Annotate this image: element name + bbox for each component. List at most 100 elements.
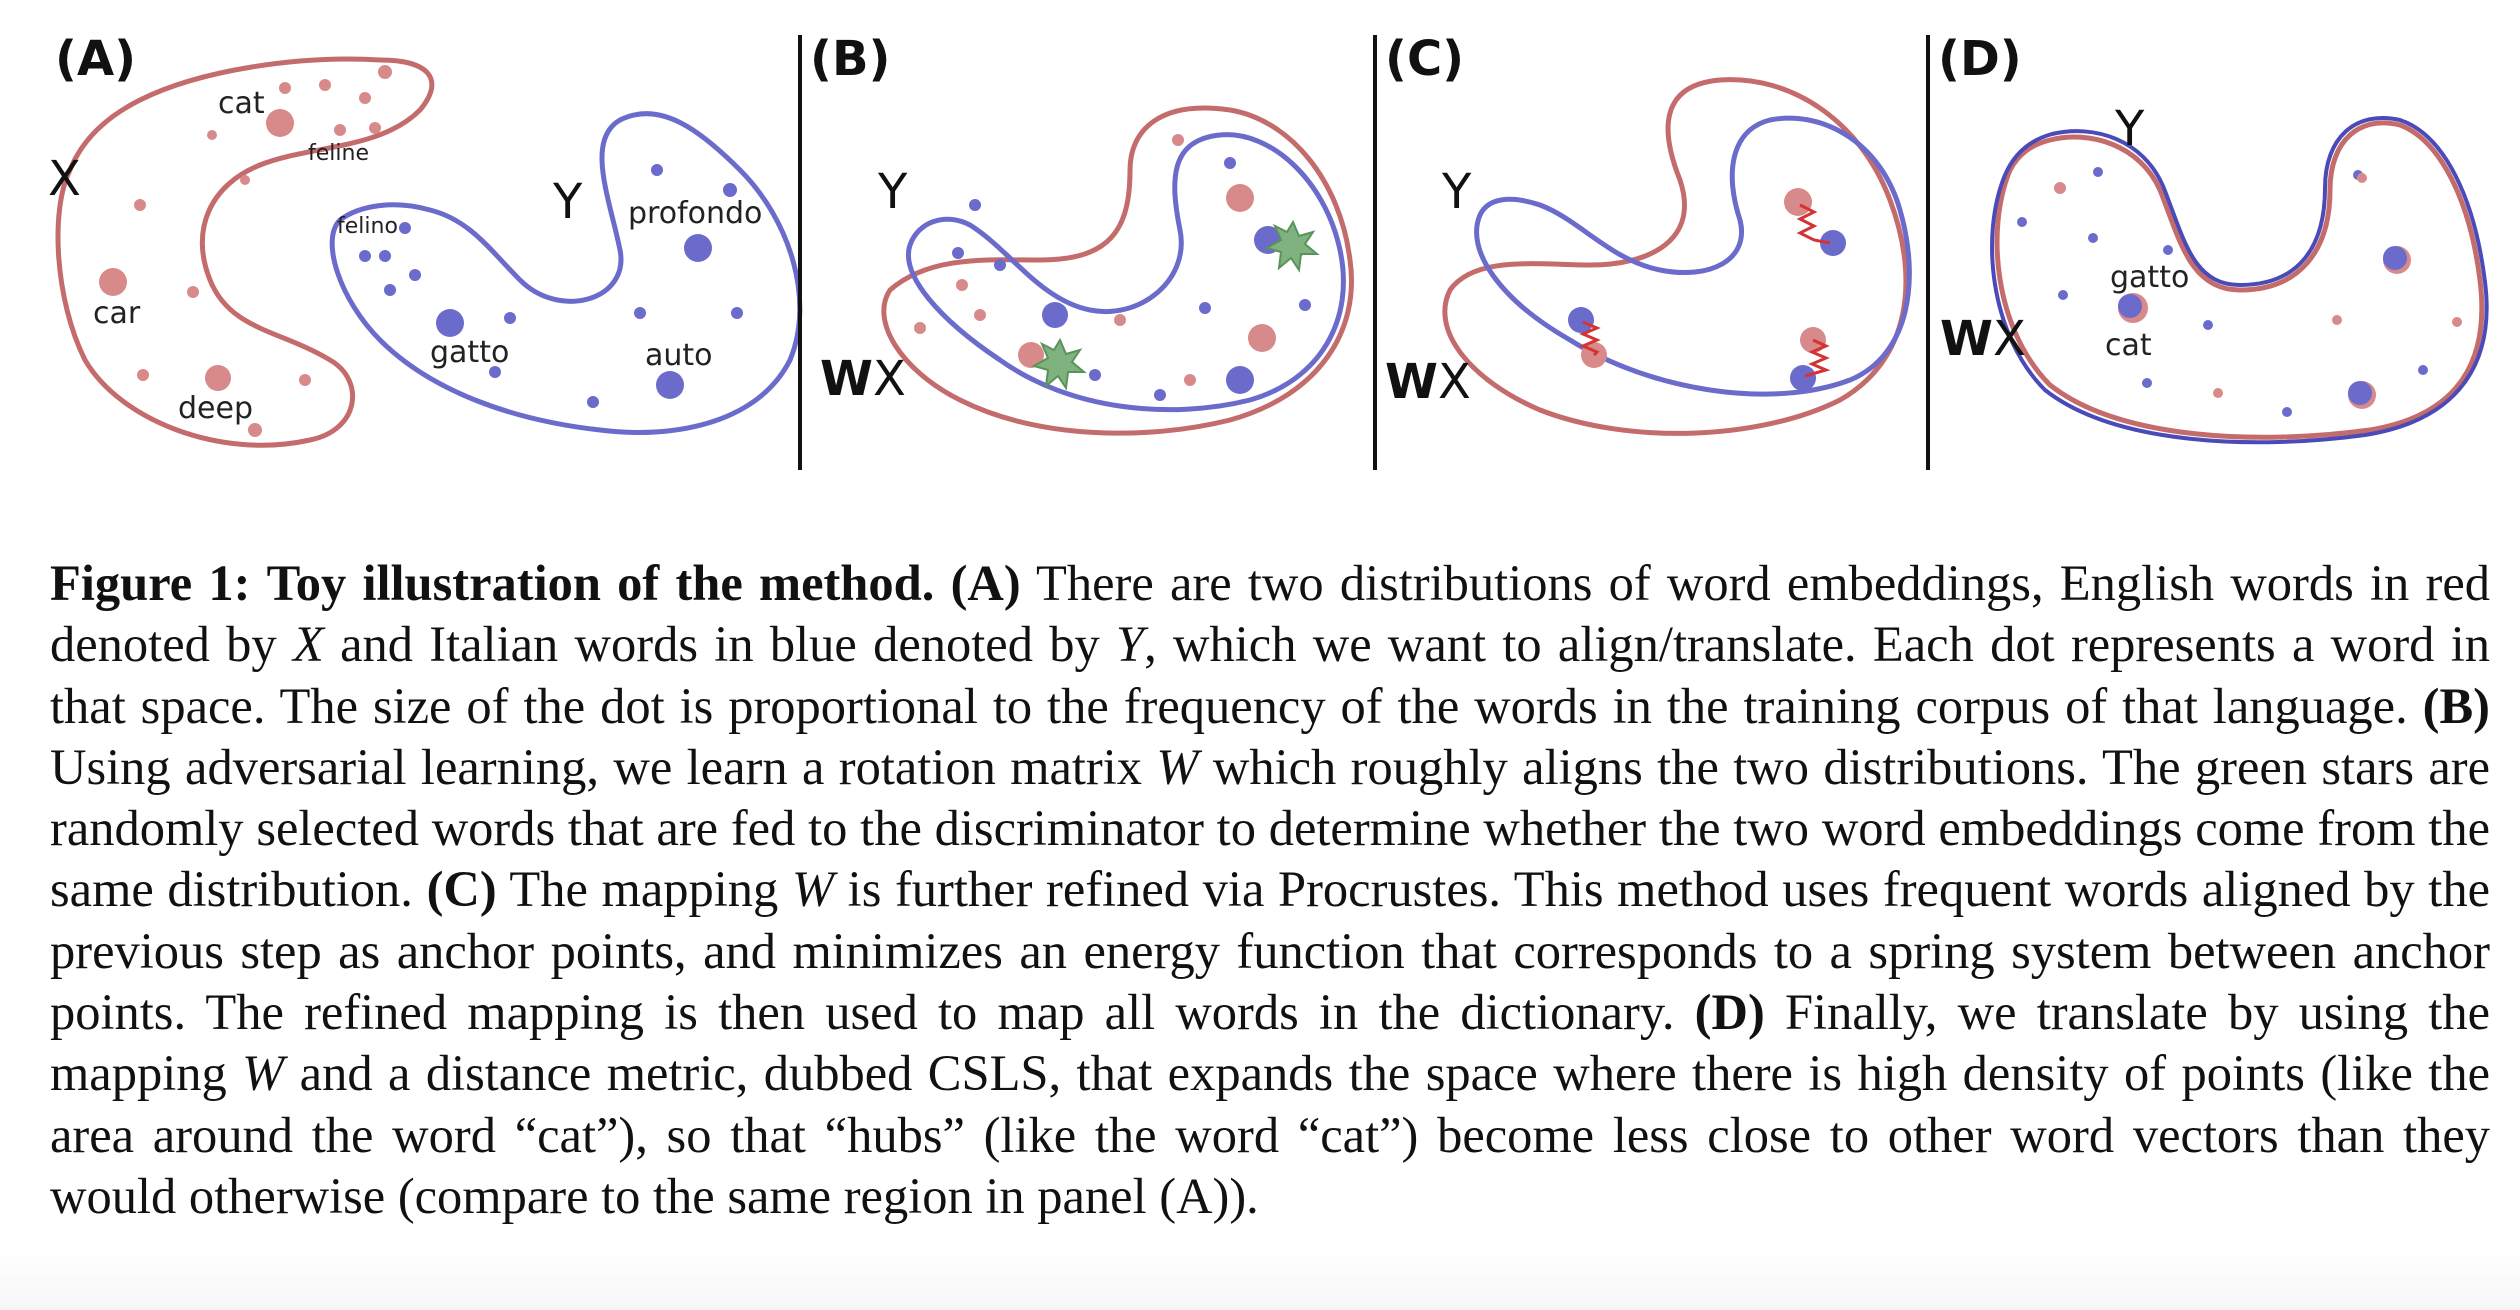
- word-label-car: car: [93, 296, 141, 331]
- word-dot: [731, 307, 743, 319]
- word-dot: [137, 369, 149, 381]
- word-dot: [1114, 314, 1126, 326]
- word-dot: [684, 234, 712, 262]
- word-dot: [2213, 388, 2223, 398]
- word-dot: [266, 109, 294, 137]
- word-dot: [504, 312, 516, 324]
- word-dot: [994, 259, 1006, 271]
- panel-d-x: X: [1993, 311, 2026, 367]
- caption-text: Using adversarial learning, we learn a r…: [50, 738, 1157, 795]
- word-dot: [436, 309, 464, 337]
- panel-a-italian-region: [329, 111, 803, 435]
- panel-c-italian-dots: [1568, 230, 1846, 391]
- word-dot: [2093, 167, 2103, 177]
- word-dot: [952, 247, 964, 259]
- panel-b-y-label: Y: [877, 164, 908, 220]
- word-dot: [1224, 157, 1236, 169]
- word-dot: [2088, 233, 2098, 243]
- word-dot: [2203, 320, 2213, 330]
- spring-icon: [1579, 320, 1601, 357]
- word-dot: [656, 371, 684, 399]
- word-dot: [723, 183, 737, 197]
- word-dot: [1018, 342, 1044, 368]
- panel-d-english-region: [1994, 120, 2485, 440]
- panel-a: (A): [48, 31, 803, 448]
- caption-text: , which we want to align/translate. Each…: [50, 616, 2490, 734]
- caption-variable: X: [292, 616, 324, 673]
- word-dot: [2054, 182, 2066, 194]
- caption-variable: W: [242, 1045, 285, 1102]
- word-dot: [99, 268, 127, 296]
- panel-d-wx-label: WX: [1940, 311, 2026, 367]
- word-dot: [2452, 317, 2462, 327]
- word-label-gatto: gatto: [430, 335, 509, 370]
- word-dot: [489, 366, 501, 378]
- panel-c-english-dots: [1581, 188, 1826, 368]
- word-dot: [2418, 365, 2428, 375]
- word-dot: [1184, 374, 1196, 386]
- word-dot: [2058, 290, 2068, 300]
- word-dot: [359, 92, 371, 104]
- word-dot: [634, 307, 646, 319]
- word-dot: [134, 199, 146, 211]
- bottom-fade: [0, 1250, 2520, 1310]
- word-dot: [1172, 134, 1184, 146]
- spring-icon: [1796, 203, 1831, 245]
- word-dot: [1568, 307, 1594, 333]
- word-label-cat: cat: [218, 86, 265, 121]
- panel-c-label: (C): [1385, 31, 1464, 87]
- word-label-deep: deep: [178, 391, 253, 426]
- figure-svg: (A): [48, 31, 2489, 470]
- word-dot: [378, 65, 392, 79]
- word-dot: [369, 122, 381, 134]
- caption-label-d: (D): [1694, 984, 1765, 1041]
- word-dot: [240, 175, 250, 185]
- word-dot: [359, 250, 371, 262]
- word-dot: [1199, 302, 1211, 314]
- panel-b-w: W: [820, 351, 873, 407]
- caption-label-a: (A): [950, 555, 1021, 611]
- word-dot: [379, 250, 391, 262]
- panel-a-italian-dots: [359, 164, 743, 408]
- word-dot: [334, 124, 346, 136]
- word-dot: [974, 309, 986, 321]
- panel-b-italian-region: [906, 132, 1346, 413]
- figure-title: Toy illustration of the method.: [266, 555, 935, 611]
- panel-a-label: (A): [55, 31, 136, 87]
- caption-text: which roughly aligns the two distributio…: [50, 738, 2491, 918]
- word-dot: [1226, 184, 1254, 212]
- word-dot: [2357, 173, 2367, 183]
- word-dot: [1784, 188, 1812, 216]
- panel-c: (C) Y WX: [1385, 31, 1912, 436]
- word-dot: [1226, 366, 1254, 394]
- caption-variable: W: [1156, 738, 1199, 795]
- caption-variable: W: [791, 861, 835, 918]
- word-dot: [205, 365, 231, 391]
- word-dot: [399, 222, 411, 234]
- caption-label-b: (B): [2422, 677, 2490, 734]
- word-dot: [187, 286, 199, 298]
- panel-c-w: W: [1385, 354, 1438, 410]
- panel-d-label: (D): [1938, 31, 2022, 87]
- word-dot: [2163, 245, 2173, 255]
- word-dot: [651, 164, 663, 176]
- caption-variable: Y: [1116, 616, 1145, 673]
- panel-d: (D) Y WX: [1938, 31, 2489, 445]
- word-dot: [2017, 217, 2027, 227]
- word-dot: [279, 82, 291, 94]
- panel-d-italian-region: [1990, 116, 2489, 445]
- word-dot: [1790, 365, 1816, 391]
- panel-b-label: (B): [810, 31, 890, 87]
- panel-b-wx-label: WX: [820, 351, 906, 407]
- caption-text: and a distance metric, dubbed CSLS, that…: [50, 1045, 2490, 1224]
- green-star-marker: [1264, 219, 1320, 273]
- word-dot: [956, 279, 968, 291]
- word-dot: [248, 423, 262, 437]
- word-dot: [207, 130, 217, 140]
- panel-a-english-dots: [99, 65, 392, 437]
- word-label-cat: cat: [2105, 328, 2152, 363]
- panel-a-y-label: Y: [552, 174, 583, 230]
- panel-d-word-dots: [2017, 167, 2462, 417]
- panel-a-english-region: [55, 56, 435, 448]
- figure-panels: (A): [0, 0, 2520, 500]
